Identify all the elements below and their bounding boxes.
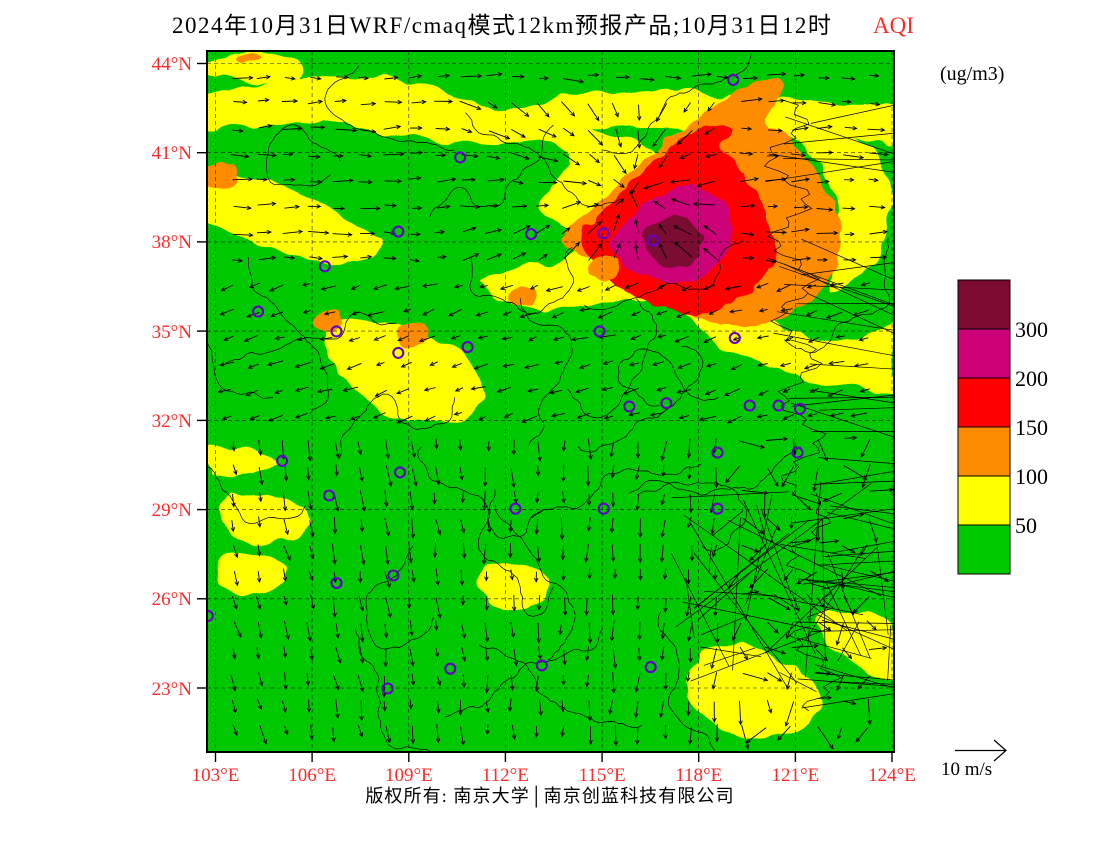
svg-text:121°E: 121°E xyxy=(772,765,820,786)
svg-text:109°E: 109°E xyxy=(385,765,433,786)
svg-text:44°N: 44°N xyxy=(152,54,193,75)
svg-text:26°N: 26°N xyxy=(152,589,193,610)
svg-text:112°E: 112°E xyxy=(482,765,529,786)
svg-text:23°N: 23°N xyxy=(152,679,193,700)
svg-text:124°E: 124°E xyxy=(868,765,916,786)
svg-text:2024年10月31日WRF/cmaq模式12km预报产品;: 2024年10月31日WRF/cmaq模式12km预报产品;10月31日12时 xyxy=(172,13,832,38)
svg-text:29°N: 29°N xyxy=(152,500,193,521)
svg-text:50: 50 xyxy=(1015,513,1037,538)
svg-text:300: 300 xyxy=(1015,317,1048,342)
svg-text:32°N: 32°N xyxy=(152,411,193,432)
svg-text:150: 150 xyxy=(1015,415,1048,440)
svg-text:118°E: 118°E xyxy=(675,765,722,786)
svg-text:AQI: AQI xyxy=(873,13,914,38)
svg-text:115°E: 115°E xyxy=(579,765,626,786)
svg-text:103°E: 103°E xyxy=(192,765,240,786)
svg-text:版权所有: 南京大学│南京创蓝科技有限公司: 版权所有: 南京大学│南京创蓝科技有限公司 xyxy=(365,785,734,808)
svg-text:106°E: 106°E xyxy=(288,765,336,786)
svg-text:38°N: 38°N xyxy=(152,232,193,253)
svg-text:10 m/s: 10 m/s xyxy=(941,759,992,780)
svg-text:35°N: 35°N xyxy=(152,322,193,343)
svg-text:(ug/m3): (ug/m3) xyxy=(940,63,1004,85)
svg-text:200: 200 xyxy=(1015,366,1048,391)
svg-text:100: 100 xyxy=(1015,464,1048,489)
svg-text:41°N: 41°N xyxy=(152,143,193,164)
